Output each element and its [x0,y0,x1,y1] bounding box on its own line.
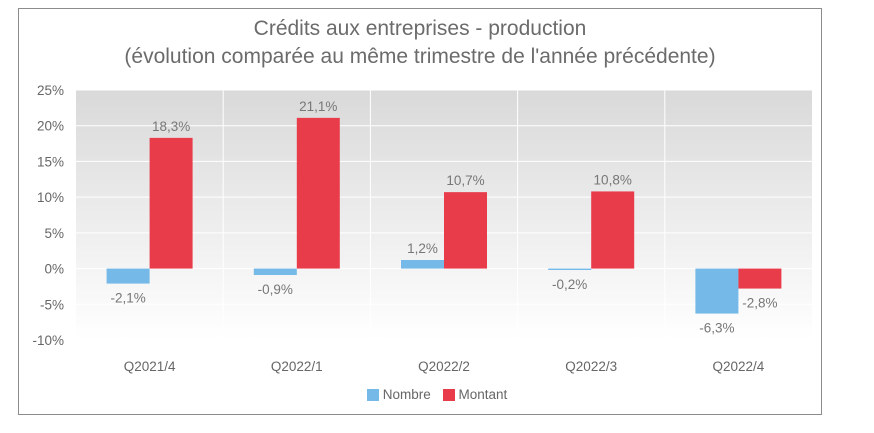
legend-item-nombre[interactable]: Nombre [366,387,431,402]
x-tick-label: Q2022/1 [271,359,323,374]
y-tick-label: 10% [37,190,64,205]
bar-nombre-Q2021/4 [106,268,150,284]
data-label-nombre-Q2022/1: -0,9% [258,282,293,297]
y-tick-label: 5% [44,226,64,241]
legend-label-nombre: Nombre [382,387,431,402]
y-tick-label: 0% [44,262,64,277]
data-label-nombre-Q2022/2: 1,2% [407,241,438,256]
x-tick-label: Q2021/4 [124,359,176,374]
legend-label-montant: Montant [458,387,508,402]
data-label-montant-Q2022/1: 21,1% [299,99,337,114]
chart-title: Crédits aux entreprises - production [253,17,587,40]
y-tick-label: -10% [32,333,64,348]
legend-swatch-montant [442,388,455,401]
chart-subtitle: (évolution comparée au même trimestre de… [124,45,716,68]
legend-swatch-nombre [366,388,379,401]
legend-item-montant[interactable]: Montant [442,387,508,402]
legend: Nombre Montant [0,387,874,404]
bar-nombre-Q2022/4 [695,268,739,314]
data-label-montant-Q2022/3: 10,8% [594,172,632,187]
y-tick-label: 20% [37,119,64,134]
bar-montant-Q2022/3 [591,191,635,269]
y-tick-label: -5% [40,297,64,312]
bar-montant-Q2022/2 [444,192,487,269]
data-label-montant-Q2022/2: 10,7% [446,173,484,188]
y-tick-label: 25% [37,83,64,98]
x-tick-label: Q2022/3 [565,359,617,374]
data-label-nombre-Q2022/4: -6,3% [699,321,734,336]
x-tick-label: Q2022/2 [418,359,470,374]
bar-montant-Q2022/1 [296,117,340,269]
data-label-montant-Q2021/4: 18,3% [152,119,190,134]
data-label-nombre-Q2021/4: -2,1% [110,291,145,306]
data-label-montant-Q2022/4: -2,8% [742,296,777,311]
data-label-nombre-Q2022/3: -0,2% [552,277,587,292]
y-tick-label: 15% [37,154,64,169]
bar-nombre-Q2022/1 [253,268,297,275]
bar-nombre-Q2022/3 [548,268,592,270]
x-tick-label: Q2022/4 [713,359,765,374]
bar-nombre-Q2022/2 [401,260,444,269]
bar-montant-Q2021/4 [149,137,193,269]
bar-montant-Q2022/4 [738,268,782,289]
